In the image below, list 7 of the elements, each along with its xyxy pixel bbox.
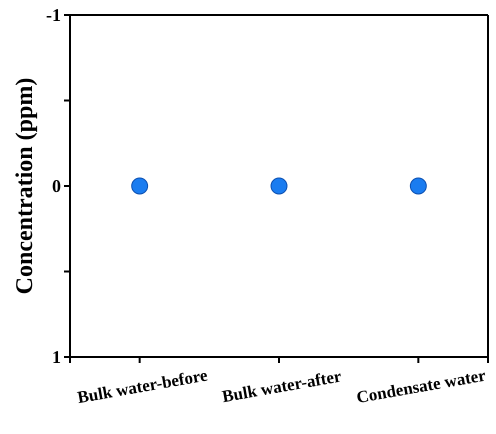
y-tick-label: -1 — [46, 4, 61, 25]
x-tick-label: Bulk water-after — [220, 366, 344, 406]
y-tick-label: 0 — [52, 176, 61, 196]
y-tick-label: 1 — [52, 346, 61, 367]
x-tick-label: Condensate water — [354, 366, 488, 408]
y-axis-title: Concentration (ppm) — [12, 78, 38, 294]
x-tick-label: Bulk water-before — [76, 365, 210, 408]
